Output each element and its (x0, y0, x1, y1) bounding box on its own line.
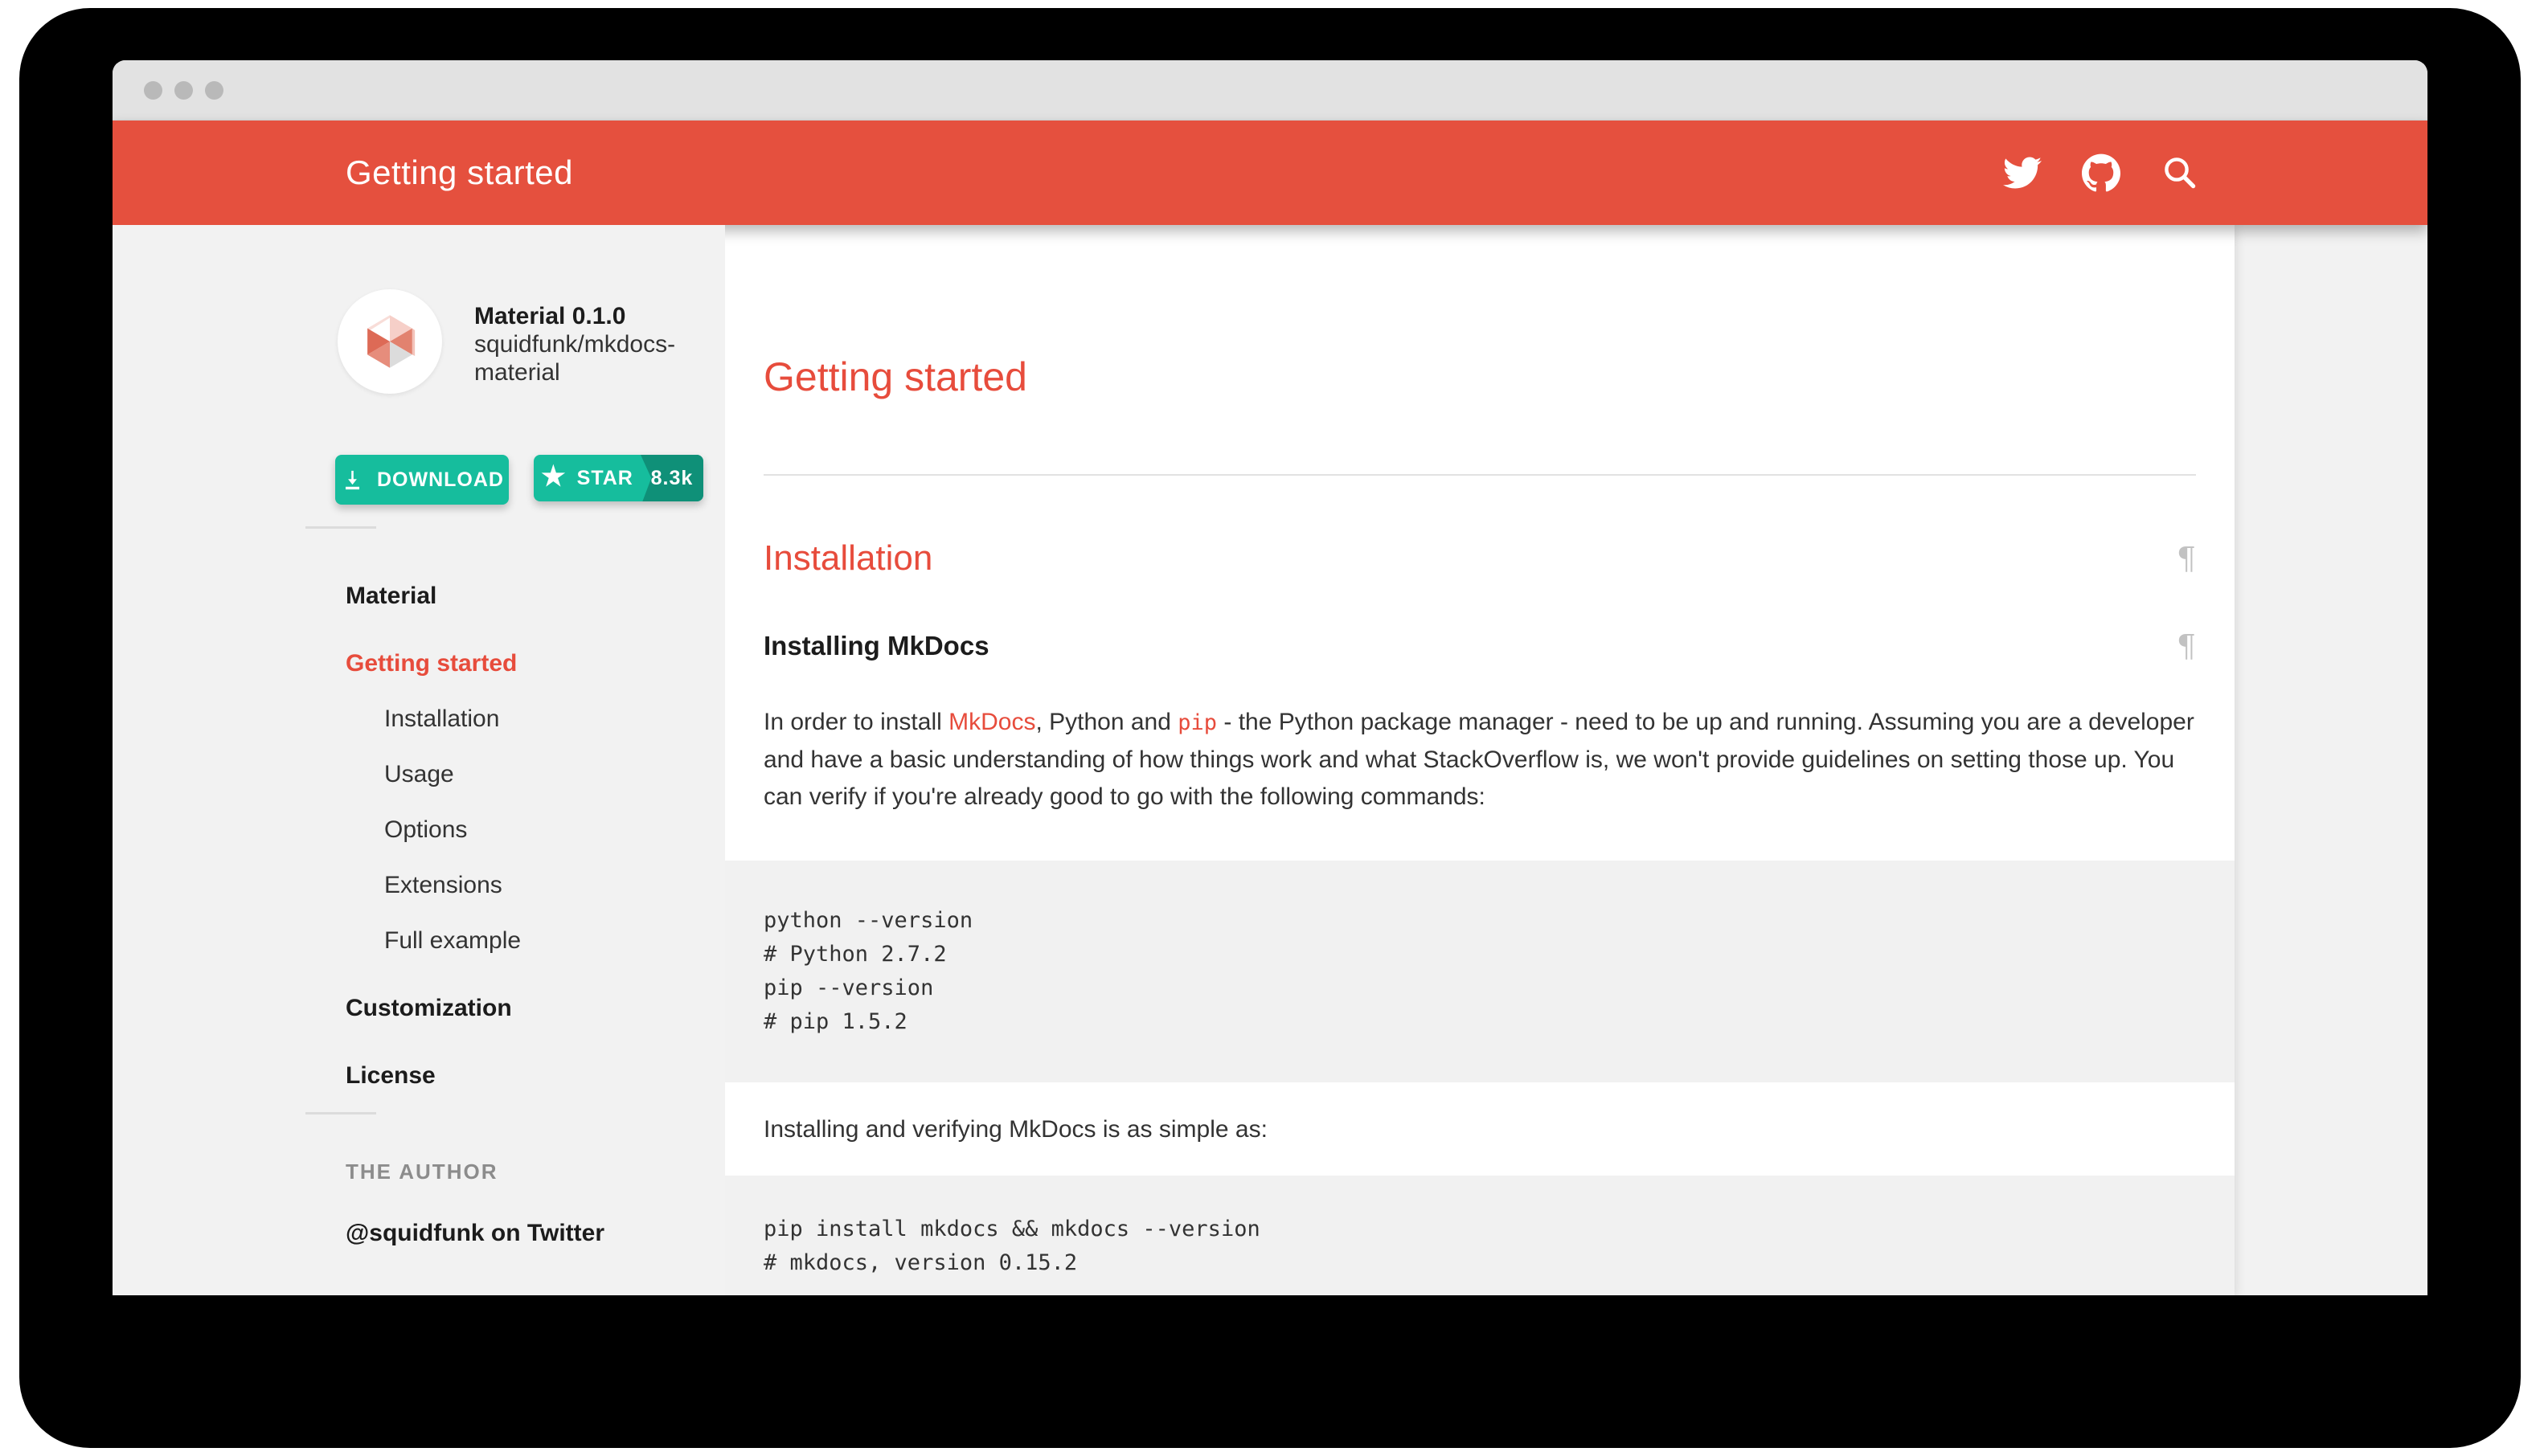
subsection-heading-row: Installing MkDocs ¶ (764, 628, 2196, 664)
pip-inline-code[interactable]: pip (1178, 710, 1218, 735)
right-gutter (2235, 225, 2427, 1295)
star-button-main: ★ STAR (534, 455, 641, 501)
code-block-version-check: python --version # Python 2.7.2 pip --ve… (725, 861, 2235, 1082)
anchor-pilcrow-icon[interactable]: ¶ (2176, 541, 2196, 576)
subsection-heading-installing-mkdocs: Installing MkDocs (764, 631, 989, 661)
project-repo: squidfunk/mkdocs-material (474, 331, 676, 386)
sidebar-item-options[interactable]: Options (384, 816, 468, 843)
sidebar-item-customization[interactable]: Customization (346, 995, 512, 1021)
section-heading-row: Installation ¶ (764, 538, 2196, 579)
desktop-background: Getting started (19, 8, 2521, 1448)
search-icon[interactable] (2159, 153, 2200, 194)
sidebar-item-installation[interactable]: Installation (384, 706, 500, 732)
anchor-pilcrow-icon[interactable]: ¶ (2176, 628, 2196, 664)
sidebar-item-license[interactable]: License (346, 1062, 436, 1089)
project-header[interactable]: Material 0.1.0 squidfunk/mkdocs-material (113, 225, 725, 394)
window-control-dot[interactable] (144, 80, 162, 100)
sidebar-buttons: DOWNLOAD ★ STAR 8.3k (335, 455, 725, 505)
sidebar: Material 0.1.0 squidfunk/mkdocs-material… (113, 225, 725, 1295)
paragraph-text: , Python and (1035, 709, 1178, 735)
app-header: Getting started (113, 121, 2427, 225)
sidebar-item-material[interactable]: Material (346, 583, 437, 609)
download-icon (345, 470, 360, 489)
header-icon-group (2001, 153, 2200, 194)
content-area: Getting started Installation ¶ Installin… (725, 225, 2235, 1295)
project-info: Material 0.1.0 squidfunk/mkdocs-material (474, 302, 715, 394)
download-button-label: DOWNLOAD (377, 468, 504, 491)
star-count-badge: 8.3k (641, 455, 703, 501)
page-title-header: Getting started (346, 153, 573, 191)
window-titlebar (113, 60, 2427, 121)
project-logo (338, 289, 442, 394)
intro-paragraph: In order to install MkDocs, Python and p… (764, 704, 2196, 816)
sidebar-item-getting-started[interactable]: Getting started (346, 650, 518, 677)
mkdocs-link[interactable]: MkDocs (948, 709, 1036, 735)
section-heading-installation: Installation (764, 538, 933, 578)
sidebar-nav: Material Getting started Installation Usage… (113, 582, 725, 1090)
project-name: Material 0.1.0 (474, 303, 626, 329)
code-block-pip-install: pip install mkdocs && mkdocs --version #… (725, 1176, 2235, 1295)
author-section-heading: THE AUTHOR (346, 1159, 498, 1184)
code-text: python --version # Python 2.7.2 pip --ve… (764, 908, 973, 1034)
install-paragraph: Installing and verifying MkDocs is as si… (764, 1116, 1268, 1143)
browser-window: Getting started (113, 60, 2427, 1295)
twitter-icon[interactable] (2001, 153, 2042, 194)
sidebar-divider (305, 526, 376, 529)
sidebar-item-full-example[interactable]: Full example (384, 927, 522, 954)
sidebar-item-usage[interactable]: Usage (384, 761, 454, 787)
star-button-label: STAR (576, 466, 633, 489)
main-area: Material 0.1.0 squidfunk/mkdocs-material… (113, 225, 2427, 1295)
download-button[interactable]: DOWNLOAD (335, 455, 509, 505)
star-button[interactable]: ★ STAR 8.3k (534, 455, 703, 501)
sidebar-item-extensions[interactable]: Extensions (384, 872, 502, 898)
content-divider (764, 474, 2196, 476)
github-icon[interactable] (2080, 153, 2121, 194)
sidebar-divider (305, 1112, 376, 1114)
star-icon: ★ (541, 461, 567, 492)
window-control-dot[interactable] (205, 80, 223, 100)
window-control-dot[interactable] (174, 80, 193, 100)
page-title: Getting started (764, 354, 1027, 399)
paragraph-text: - the Python package manager - need to b… (764, 709, 2194, 810)
code-text: pip install mkdocs && mkdocs --version #… (764, 1217, 1260, 1275)
author-twitter-link[interactable]: @squidfunk on Twitter (346, 1220, 605, 1246)
material-logo-icon (367, 315, 416, 368)
paragraph-text: In order to install (764, 709, 949, 735)
